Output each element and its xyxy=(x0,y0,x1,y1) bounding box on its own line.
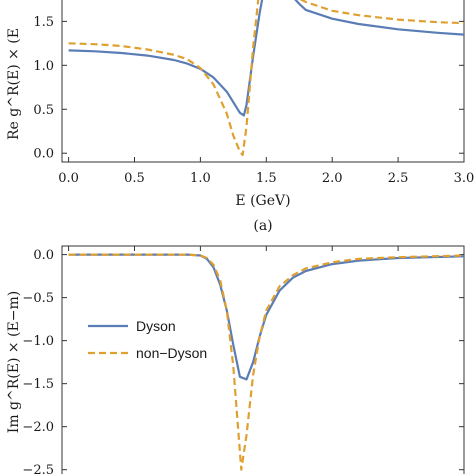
top-x-ticks: 0.0 0.5 1.0 1.5 2.0 2.5 3.0 xyxy=(58,157,474,186)
bottom-x-ticks xyxy=(68,246,465,251)
top-x-tick-label: 3.0 xyxy=(454,171,474,186)
bottom-y-tick-label: 0.0 xyxy=(33,248,54,263)
top-x-tick-label: 1.5 xyxy=(256,171,277,186)
top-y-tick-label: 1.0 xyxy=(33,59,54,74)
top-series-dyson xyxy=(68,0,464,117)
top-x-tick-label: 2.0 xyxy=(322,171,343,186)
top-panel: 0.0 0.5 1.0 1.5 2.0 2.5 3.0 0.0 0.5 1.0 1.5 Re g^… xyxy=(6,0,474,234)
bottom-series-non-dyson xyxy=(68,253,464,471)
top-y-tick-label: 0.0 xyxy=(33,147,54,162)
bottom-y-tick-label: −2.0 xyxy=(22,420,54,435)
bottom-y-tick-label: −1.0 xyxy=(22,334,54,349)
top-y-axis-label: Re g^R(E) × (E xyxy=(6,28,22,140)
top-series-non-dyson xyxy=(68,0,464,157)
top-x-tick-label: 0.5 xyxy=(124,171,145,186)
bottom-panel: 0.0 −0.5 −1.0 −1.5 −2.0 −2.5 Im g^R(E) × (E−m… xyxy=(6,245,465,474)
bottom-y-tick-label: −0.5 xyxy=(22,291,54,306)
top-x-axis-label: E (GeV) xyxy=(235,193,290,209)
bottom-series xyxy=(68,253,464,471)
legend-non-dyson-label: non−Dyson xyxy=(136,345,207,361)
bottom-y-ticks: 0.0 −0.5 −1.0 −1.5 −2.0 −2.5 xyxy=(22,248,464,474)
top-panel-caption: (a) xyxy=(253,218,272,234)
top-x-tick-label: 2.5 xyxy=(388,171,409,186)
top-y-tick-label: 1.5 xyxy=(33,15,54,30)
top-x-tick-label: 1.0 xyxy=(190,171,211,186)
top-panel-frame xyxy=(61,0,465,163)
bottom-series-dyson xyxy=(68,253,464,381)
bottom-y-axis-label: Im g^R(E) × (E−m) xyxy=(6,291,22,433)
legend: Dyson non−Dyson xyxy=(88,318,207,361)
top-y-ticks: 0.0 0.5 1.0 1.5 xyxy=(33,15,464,162)
top-series xyxy=(68,0,464,157)
legend-dyson-label: Dyson xyxy=(136,318,176,334)
bottom-y-tick-label: −1.5 xyxy=(22,377,54,392)
bottom-panel-frame xyxy=(61,245,465,474)
bottom-y-tick-label: −2.5 xyxy=(22,463,54,474)
top-y-tick-label: 0.5 xyxy=(33,103,54,118)
top-x-tick-label: 0.0 xyxy=(58,171,79,186)
